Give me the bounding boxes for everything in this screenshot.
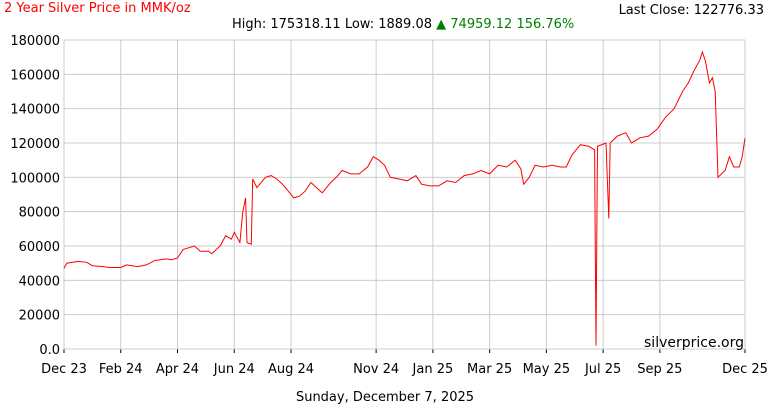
- chart-title: 2 Year Silver Price in MMK/oz: [4, 1, 191, 16]
- low-value: Low: 1889.08: [344, 17, 433, 32]
- x-tick-label: Jun 24: [213, 362, 255, 377]
- price-series-line: [63, 50, 746, 346]
- y-tick-label: 140000: [10, 103, 60, 118]
- y-tick-label: 160000: [10, 68, 60, 83]
- x-tick-label: Mar 25: [467, 362, 512, 377]
- y-tick-label: 120000: [10, 137, 60, 152]
- x-tick-label: May 25: [523, 362, 571, 377]
- x-tick-label: Dec 25: [722, 362, 768, 377]
- y-tick-label: 40000: [19, 274, 60, 289]
- plot-border: [63, 39, 746, 350]
- x-tick-label: Jul 25: [584, 362, 621, 377]
- x-tick-label: Sep 25: [637, 362, 682, 377]
- last-close-label: Last Close: 122776.33: [618, 3, 764, 18]
- stats-line: High: 175318.11 Low: 1889.08 ▲ 74959.12 …: [232, 17, 574, 32]
- high-value: High: 175318.11: [232, 17, 341, 32]
- watermark: silverprice.org: [644, 335, 744, 351]
- y-tick-label: 0.0: [39, 343, 60, 358]
- x-tick-label: Feb 24: [99, 362, 143, 377]
- y-tick-label: 20000: [19, 309, 60, 324]
- x-tick-label: Jan 25: [412, 362, 454, 377]
- change-value: ▲ 74959.12 156.76%: [436, 17, 575, 32]
- date-footer: Sunday, December 7, 2025: [295, 390, 475, 405]
- x-tick-label: Nov 24: [353, 362, 399, 377]
- y-tick-label: 60000: [19, 240, 60, 255]
- x-tick-label: Aug 24: [268, 362, 314, 377]
- y-tick-label: 180000: [10, 34, 60, 49]
- y-tick-label: 100000: [10, 171, 60, 186]
- y-tick-label: 80000: [19, 206, 60, 221]
- x-tick-label: Dec 23: [41, 362, 87, 377]
- x-tick-label: Apr 24: [156, 362, 199, 377]
